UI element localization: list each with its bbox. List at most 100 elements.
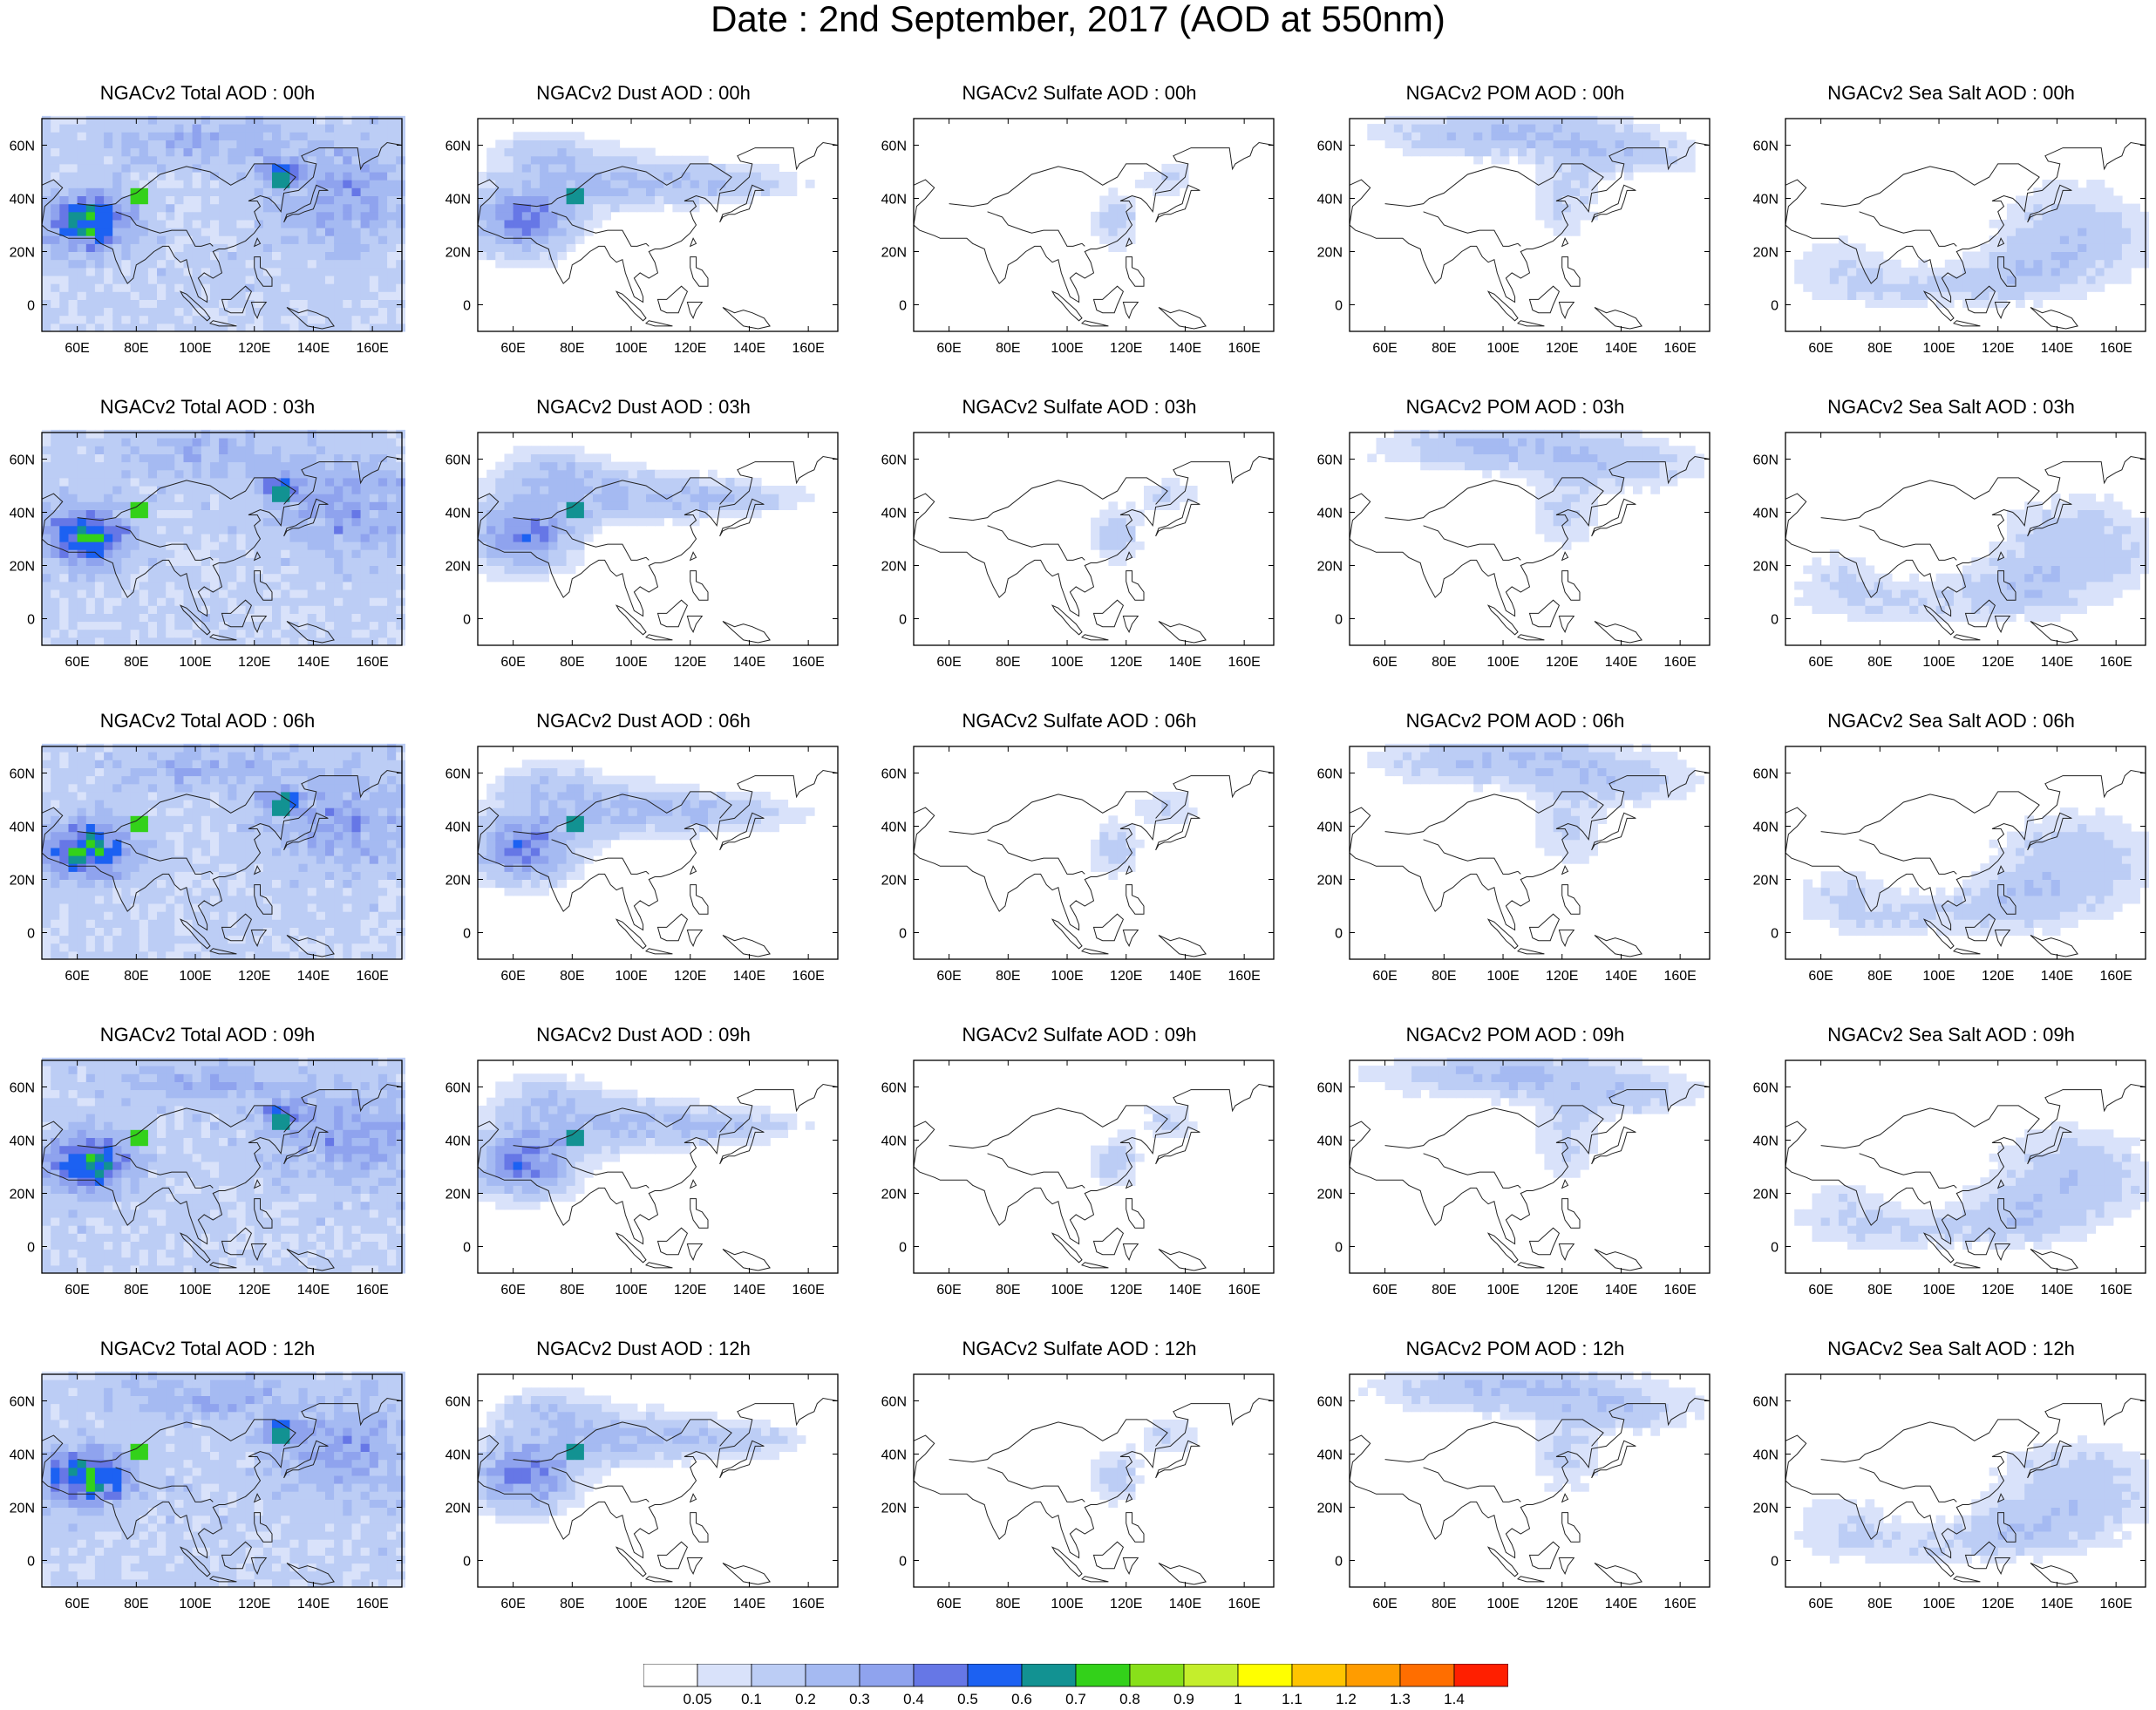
x-tick-label: 60E — [1808, 341, 1833, 356]
island-outline — [1562, 238, 1568, 246]
island-outline — [690, 257, 708, 287]
x-tick-label: 140E — [297, 341, 330, 356]
panel-title: NGACv2 Dust AOD : 12h — [436, 1336, 851, 1364]
y-tick-label: 40N — [1753, 821, 1779, 835]
island-outline — [1082, 635, 1108, 640]
x-tick-label: 80E — [996, 1283, 1020, 1298]
y-tick-label: 20N — [1753, 874, 1779, 889]
colorbar-swatch — [806, 1664, 860, 1686]
country-border — [1821, 164, 2040, 207]
y-tick-label: 60N — [1317, 1081, 1343, 1096]
y-tick-label: 0 — [463, 299, 471, 314]
island-outline — [690, 885, 708, 915]
island-outline — [2030, 1250, 2078, 1271]
island-outline — [1052, 919, 1082, 949]
japan-outline — [1592, 1127, 1636, 1164]
x-tick-label: 80E — [560, 1283, 584, 1298]
x-tick-label: 160E — [2099, 969, 2132, 984]
island-outline — [1595, 308, 1642, 330]
island-outline — [690, 866, 697, 874]
island-outline — [616, 1233, 646, 1263]
colorbar-swatch — [1346, 1664, 1400, 1686]
country-border — [1424, 840, 1521, 875]
x-tick-label: 140E — [1605, 969, 1637, 984]
country-border — [988, 526, 1085, 561]
x-tick-label: 140E — [297, 655, 330, 670]
island-outline — [2030, 308, 2078, 330]
y-tick-label: 0 — [463, 927, 471, 942]
y-tick-label: 0 — [463, 1555, 471, 1570]
colorbar-label: 1 — [1234, 1691, 1241, 1706]
x-tick-label: 60E — [1808, 655, 1833, 670]
island-outline — [646, 635, 672, 640]
x-tick-label: 100E — [1922, 341, 1955, 356]
x-tick-label: 160E — [792, 969, 824, 984]
island-outline — [1562, 1494, 1568, 1502]
island-outline — [1082, 949, 1108, 954]
y-tick-label: 0 — [899, 1555, 907, 1570]
colorbar-swatch — [1400, 1664, 1454, 1686]
aod-field — [478, 1073, 815, 1209]
x-tick-label: 140E — [2041, 1597, 2073, 1611]
y-tick-label: 60N — [881, 453, 907, 468]
x-tick-label: 120E — [1546, 655, 1578, 670]
x-tick-label: 100E — [1486, 969, 1519, 984]
y-tick-label: 60N — [881, 1081, 907, 1096]
x-tick-label: 60E — [1372, 969, 1397, 984]
colorbar-swatch — [914, 1664, 968, 1686]
panel-title: NGACv2 Sulfate AOD : 12h — [872, 1336, 1287, 1364]
x-tick-label: 140E — [733, 969, 765, 984]
y-tick-label: 20N — [445, 1188, 471, 1202]
x-tick-label: 100E — [1922, 1283, 1955, 1298]
x-tick-label: 160E — [1228, 1283, 1260, 1298]
island-outline — [658, 1542, 688, 1569]
island-outline — [646, 321, 672, 326]
x-tick-label: 140E — [297, 1597, 330, 1611]
x-tick-label: 120E — [674, 1597, 706, 1611]
island-outline — [690, 552, 697, 560]
y-tick-label: 0 — [463, 613, 471, 628]
y-tick-label: 0 — [27, 613, 35, 628]
x-tick-label: 80E — [996, 969, 1020, 984]
aod-field — [1794, 180, 2149, 308]
x-tick-label: 60E — [500, 341, 525, 356]
colorbar-swatch — [1184, 1664, 1238, 1686]
island-outline — [687, 1244, 702, 1260]
panel-title: NGACv2 Dust AOD : 00h — [436, 80, 851, 108]
panel-title: NGACv2 Sulfate AOD : 06h — [872, 708, 1287, 736]
island-outline — [1052, 1547, 1082, 1577]
x-tick-label: 100E — [1051, 969, 1083, 984]
aod-field — [1091, 1420, 1198, 1508]
x-tick-label: 160E — [356, 655, 388, 670]
colorbar-label: 1.2 — [1336, 1691, 1357, 1706]
island-outline — [1159, 622, 1206, 644]
x-tick-label: 160E — [1228, 655, 1260, 670]
x-tick-label: 60E — [65, 655, 89, 670]
y-tick-label: 20N — [881, 1502, 907, 1516]
island-outline — [1159, 936, 1206, 957]
x-tick-label: 80E — [996, 1597, 1020, 1611]
x-tick-label: 80E — [1867, 1283, 1892, 1298]
y-tick-label: 20N — [10, 1502, 35, 1516]
aod-field — [478, 760, 815, 896]
y-tick-label: 40N — [10, 193, 35, 208]
y-tick-label: 20N — [881, 246, 907, 261]
island-outline — [1159, 308, 1206, 330]
aod-field — [1367, 430, 1704, 550]
island-outline — [1123, 1558, 1138, 1574]
